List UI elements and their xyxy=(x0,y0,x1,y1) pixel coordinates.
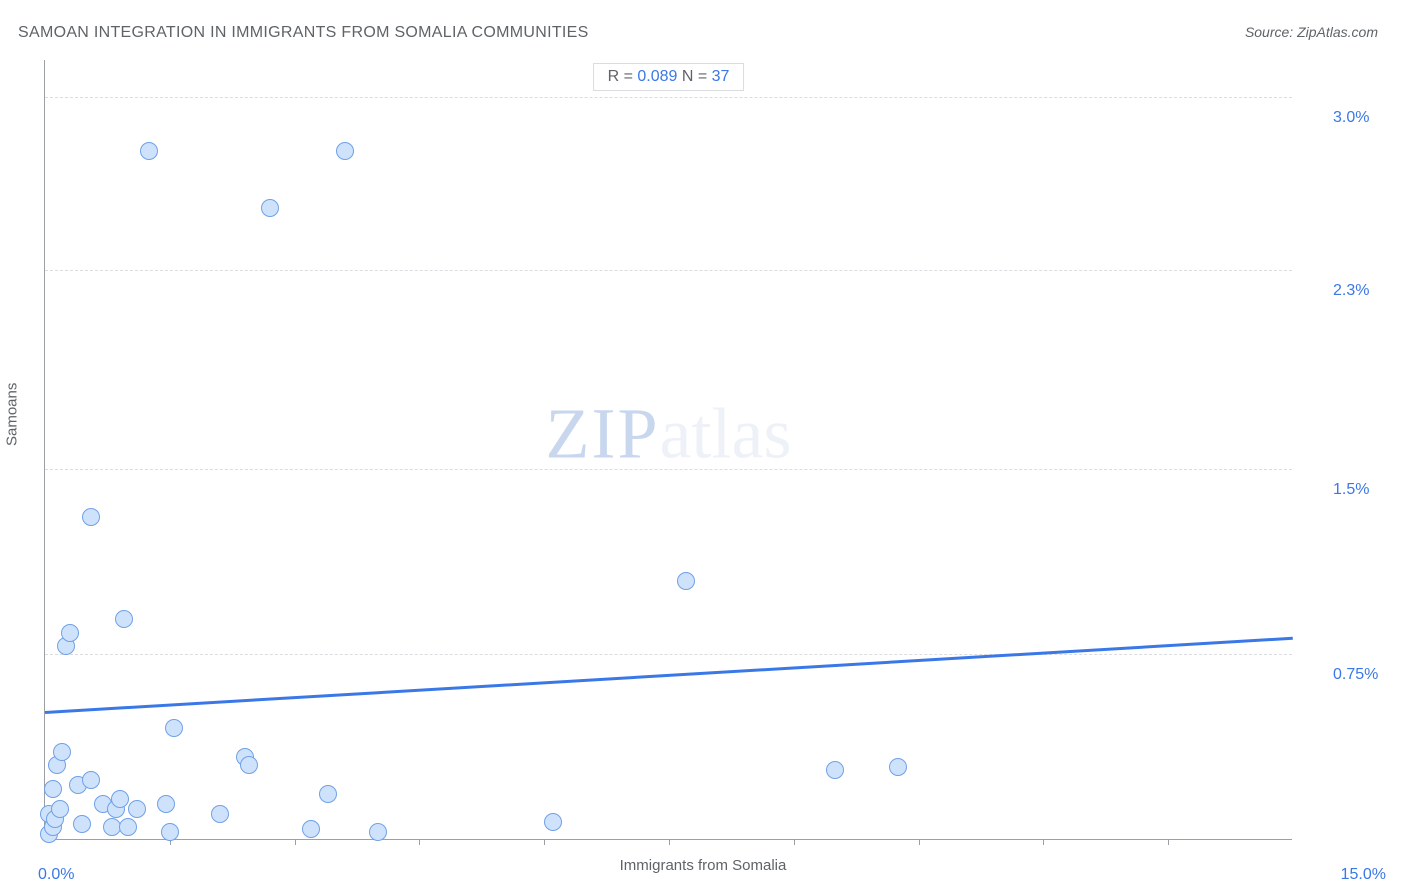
scatter-point xyxy=(889,758,907,776)
n-value: 37 xyxy=(712,68,730,85)
y-tick-label: 0.75% xyxy=(1333,666,1378,684)
scatter-point xyxy=(544,813,562,831)
x-axis-label: Immigrants from Somalia xyxy=(620,857,787,874)
x-tick xyxy=(544,839,545,845)
x-tick xyxy=(1168,839,1169,845)
y-tick-label: 3.0% xyxy=(1333,109,1369,127)
watermark-zip: ZIP xyxy=(546,393,660,473)
scatter-point xyxy=(677,572,695,590)
x-tick xyxy=(669,839,670,845)
x-tick xyxy=(1043,839,1044,845)
scatter-point xyxy=(826,761,844,779)
scatter-point xyxy=(165,719,183,737)
watermark-atlas: atlas xyxy=(660,393,792,473)
x-tick xyxy=(419,839,420,845)
y-tick-label: 2.3% xyxy=(1333,282,1369,300)
x-tick xyxy=(295,839,296,845)
scatter-point xyxy=(115,610,133,628)
scatter-plot-area: ZIPatlas R = 0.089 N = 37 0.75%1.5%2.3%3… xyxy=(44,60,1292,840)
x-axis-max-label: 15.0% xyxy=(1341,866,1386,884)
r-value: 0.089 xyxy=(637,68,677,85)
trend-line xyxy=(45,637,1293,714)
grid-line xyxy=(45,469,1292,470)
grid-line xyxy=(45,270,1292,271)
grid-line xyxy=(45,97,1292,98)
scatter-point xyxy=(240,756,258,774)
scatter-point xyxy=(319,785,337,803)
scatter-point xyxy=(161,823,179,841)
scatter-point xyxy=(73,815,91,833)
scatter-point xyxy=(261,199,279,217)
scatter-point xyxy=(128,800,146,818)
grid-line xyxy=(45,654,1292,655)
scatter-point xyxy=(61,624,79,642)
stats-box: R = 0.089 N = 37 xyxy=(593,63,745,91)
scatter-point xyxy=(369,823,387,841)
scatter-point xyxy=(82,771,100,789)
n-label: N = xyxy=(677,68,711,85)
chart-title: SAMOAN INTEGRATION IN IMMIGRANTS FROM SO… xyxy=(18,24,589,42)
scatter-point xyxy=(111,790,129,808)
x-tick xyxy=(919,839,920,845)
y-axis-label: Samoans xyxy=(4,383,21,446)
scatter-point xyxy=(157,795,175,813)
scatter-point xyxy=(53,743,71,761)
r-label: R = xyxy=(608,68,638,85)
scatter-point xyxy=(211,805,229,823)
scatter-point xyxy=(82,508,100,526)
scatter-point xyxy=(44,780,62,798)
scatter-point xyxy=(51,800,69,818)
y-tick-label: 1.5% xyxy=(1333,481,1369,499)
scatter-point xyxy=(103,818,121,836)
scatter-point xyxy=(140,142,158,160)
x-tick xyxy=(794,839,795,845)
scatter-point xyxy=(302,820,320,838)
source-attribution: Source: ZipAtlas.com xyxy=(1245,24,1378,40)
watermark: ZIPatlas xyxy=(546,392,792,475)
scatter-point xyxy=(336,142,354,160)
x-axis-min-label: 0.0% xyxy=(38,866,74,884)
scatter-point xyxy=(119,818,137,836)
